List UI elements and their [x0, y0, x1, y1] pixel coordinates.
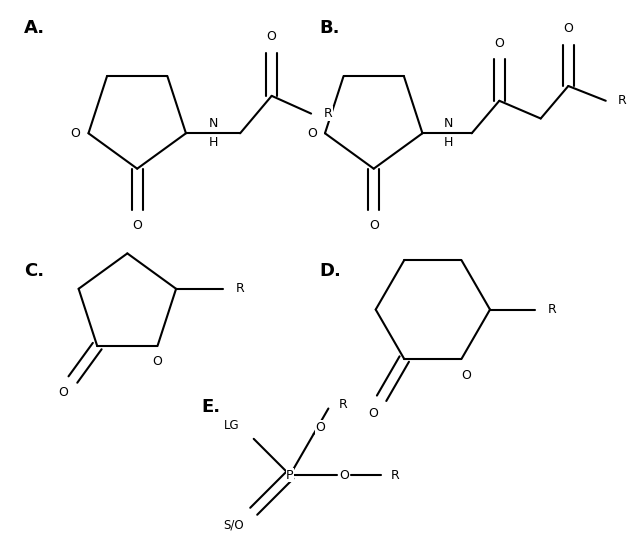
- Text: O: O: [315, 421, 325, 433]
- Text: S/O: S/O: [224, 519, 245, 531]
- Text: P: P: [286, 469, 294, 482]
- Text: R: R: [391, 469, 400, 482]
- Text: H: H: [209, 136, 218, 148]
- Text: O: O: [494, 37, 504, 50]
- Text: B.: B.: [320, 19, 340, 37]
- Text: O: O: [563, 22, 573, 35]
- Text: N: N: [209, 117, 218, 130]
- Text: O: O: [369, 220, 379, 232]
- Text: O: O: [152, 356, 162, 368]
- Text: N: N: [444, 117, 453, 130]
- Text: LG: LG: [224, 418, 240, 432]
- Text: R: R: [339, 398, 348, 411]
- Text: R: R: [548, 303, 556, 316]
- Text: O: O: [267, 30, 277, 43]
- Text: R: R: [618, 94, 627, 108]
- Text: A.: A.: [24, 19, 45, 37]
- Text: O: O: [368, 407, 378, 420]
- Text: O: O: [339, 469, 349, 482]
- Text: O: O: [59, 386, 68, 399]
- Text: E.: E.: [201, 398, 221, 416]
- Text: O: O: [71, 127, 81, 140]
- Text: O: O: [461, 369, 471, 382]
- Text: O: O: [132, 220, 142, 232]
- Text: R: R: [324, 107, 332, 120]
- Text: O: O: [307, 127, 317, 140]
- Text: H: H: [444, 136, 453, 148]
- Text: C.: C.: [24, 262, 44, 280]
- Text: D.: D.: [320, 262, 341, 280]
- Text: R: R: [236, 282, 245, 295]
